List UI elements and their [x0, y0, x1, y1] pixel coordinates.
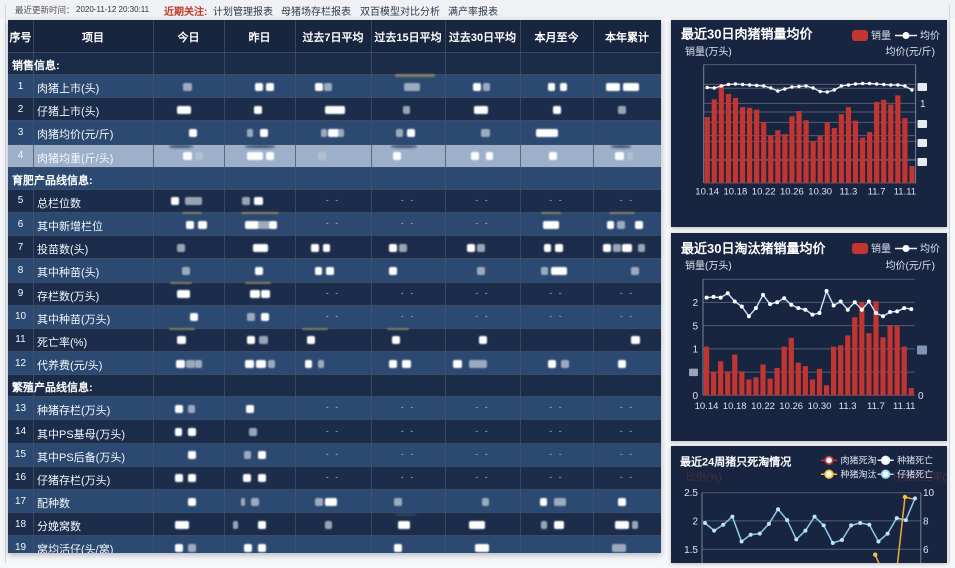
svg-text:比例(%): 比例(%) [686, 471, 722, 484]
svg-text:1: 1 [692, 344, 698, 355]
svg-text:8: 8 [923, 516, 929, 527]
svg-text:10.30: 10.30 [808, 187, 832, 198]
svg-text:均价(元/斤): 均价(元/斤) [886, 46, 935, 58]
svg-text:11.7: 11.7 [868, 187, 886, 198]
svg-text:10.18: 10.18 [723, 401, 747, 412]
svg-text:11.11: 11.11 [893, 401, 915, 412]
svg-text:6: 6 [923, 545, 929, 556]
svg-text:1: 1 [920, 99, 926, 110]
svg-text:销量: 销量 [871, 242, 891, 255]
svg-text:11.11: 11.11 [894, 187, 916, 198]
svg-text:0: 0 [692, 391, 698, 402]
svg-text:均价: 均价 [920, 30, 940, 42]
svg-text:仔猪死亡率(%: 仔猪死亡率(% [893, 471, 948, 484]
svg-text:2: 2 [692, 298, 698, 309]
svg-text:1.5: 1.5 [684, 545, 698, 556]
svg-text:最近30日淘汰猪销量均价: 最近30日淘汰猪销量均价 [681, 241, 826, 256]
svg-text:均价: 均价 [920, 243, 940, 255]
svg-text:10.18: 10.18 [724, 187, 748, 198]
svg-text:销量: 销量 [871, 29, 891, 42]
svg-text:11.3: 11.3 [840, 187, 858, 198]
svg-text:仔猪死亡: 仔猪死亡 [897, 468, 933, 479]
svg-text:11.3: 11.3 [839, 401, 857, 412]
svg-text:10.26: 10.26 [780, 187, 804, 198]
svg-text:10.22: 10.22 [751, 401, 775, 412]
svg-text:销量(万头): 销量(万头) [685, 45, 732, 58]
svg-text:最近30日肉猪销量均价: 最近30日肉猪销量均价 [681, 27, 813, 42]
svg-text:10.14: 10.14 [695, 187, 719, 198]
svg-text:销量(万头): 销量(万头) [685, 259, 732, 272]
svg-text:种猪淘汰: 种猪淘汰 [841, 468, 877, 479]
svg-text:5: 5 [692, 321, 698, 332]
svg-text:种猪死亡: 种猪死亡 [897, 455, 933, 466]
svg-text:10.30: 10.30 [808, 401, 832, 412]
svg-text:10.14: 10.14 [695, 401, 719, 412]
svg-text:2: 2 [692, 516, 698, 527]
svg-text:0: 0 [918, 391, 924, 402]
svg-text:10.22: 10.22 [752, 187, 776, 198]
svg-text:10.26: 10.26 [779, 401, 803, 412]
svg-text:均价(元/斤): 均价(元/斤) [886, 260, 935, 272]
svg-text:10: 10 [923, 488, 935, 499]
svg-text:2.5: 2.5 [684, 488, 698, 499]
svg-text:肉猪死淘: 肉猪死淘 [841, 455, 877, 466]
svg-text:最近24周猪只死淘情况: 最近24周猪只死淘情况 [680, 455, 791, 469]
svg-text:11.7: 11.7 [867, 401, 885, 412]
